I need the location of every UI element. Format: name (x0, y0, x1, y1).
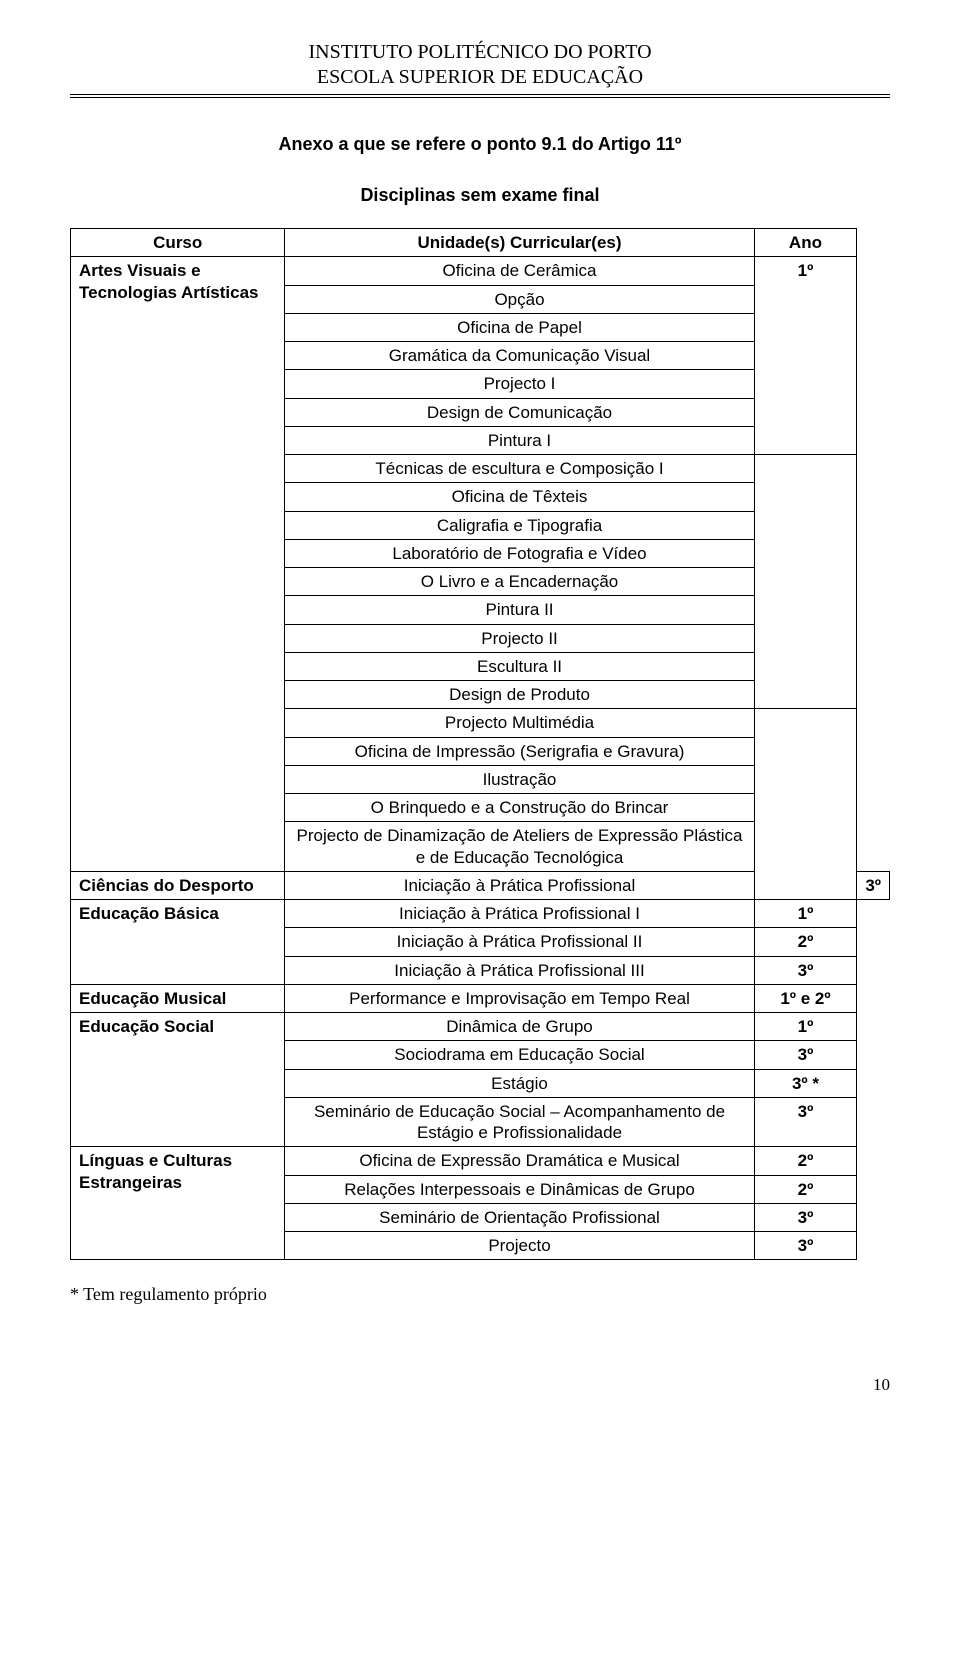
table-row: Línguas e Culturas EstrangeirasOficina d… (71, 1147, 890, 1175)
cell-uc: Projecto (285, 1232, 754, 1260)
header-rule (70, 94, 890, 95)
cell-uc: Laboratório de Fotografia e Vídeo (285, 539, 754, 567)
page-header: INSTITUTO POLITÉCNICO DO PORTO ESCOLA SU… (70, 40, 890, 90)
cell-ano (754, 455, 857, 709)
cell-uc: Performance e Improvisação em Tempo Real (285, 984, 754, 1012)
cell-curso: Línguas e Culturas Estrangeiras (71, 1147, 285, 1260)
subtitle: Disciplinas sem exame final (70, 185, 890, 206)
anexo-title: Anexo a que se refere o ponto 9.1 do Art… (70, 134, 890, 155)
cell-uc: Projecto de Dinamização de Ateliers de E… (285, 822, 754, 872)
header-line1: INSTITUTO POLITÉCNICO DO PORTO (70, 40, 890, 65)
cell-uc: Projecto II (285, 624, 754, 652)
th-ano: Ano (754, 229, 857, 257)
cell-uc: Design de Comunicação (285, 398, 754, 426)
cell-curso: Educação Social (71, 1013, 285, 1147)
footnote: * Tem regulamento próprio (70, 1284, 890, 1305)
cell-ano: 3º (754, 1097, 857, 1147)
cell-uc: Projecto Multimédia (285, 709, 754, 737)
cell-uc: O Livro e a Encadernação (285, 568, 754, 596)
cell-ano: 1º (754, 1013, 857, 1041)
cell-uc: Oficina de Têxteis (285, 483, 754, 511)
table-row: Artes Visuais e Tecnologias ArtísticasOf… (71, 257, 890, 285)
cell-ano (754, 709, 857, 900)
cell-uc: Oficina de Papel (285, 313, 754, 341)
th-curso: Curso (71, 229, 285, 257)
cell-uc: O Brinquedo e a Construção do Brincar (285, 794, 754, 822)
cell-uc: Sociodrama em Educação Social (285, 1041, 754, 1069)
cell-ano: 2º (754, 1175, 857, 1203)
header-rule (70, 97, 890, 98)
table-row: Educação SocialDinâmica de Grupo1º (71, 1013, 890, 1041)
cell-uc: Iniciação à Prática Profissional I (285, 900, 754, 928)
cell-uc: Escultura II (285, 652, 754, 680)
cell-uc: Design de Produto (285, 681, 754, 709)
th-uc: Unidade(s) Curricular(es) (285, 229, 754, 257)
cell-ano: 2º (754, 928, 857, 956)
cell-ano: 3º (857, 871, 890, 899)
cell-uc: Projecto I (285, 370, 754, 398)
cell-uc: Oficina de Cerâmica (285, 257, 754, 285)
cell-uc: Oficina de Impressão (Serigrafia e Gravu… (285, 737, 754, 765)
cell-uc: Técnicas de escultura e Composição I (285, 455, 754, 483)
cell-uc: Pintura II (285, 596, 754, 624)
cell-ano: 1º (754, 900, 857, 928)
cell-curso: Ciências do Desporto (71, 871, 285, 899)
cell-uc: Seminário de Educação Social – Acompanha… (285, 1097, 754, 1147)
cell-uc: Gramática da Comunicação Visual (285, 342, 754, 370)
disciplinas-table: CursoUnidade(s) Curricular(es)AnoArtes V… (70, 228, 890, 1260)
cell-uc: Pintura I (285, 426, 754, 454)
cell-ano: 3º * (754, 1069, 857, 1097)
cell-ano: 3º (754, 1041, 857, 1069)
cell-uc: Caligrafia e Tipografia (285, 511, 754, 539)
cell-ano: 3º (754, 956, 857, 984)
cell-uc: Oficina de Expressão Dramática e Musical (285, 1147, 754, 1175)
cell-ano: 1º e 2º (754, 984, 857, 1012)
cell-curso: Educação Musical (71, 984, 285, 1012)
cell-ano: 3º (754, 1203, 857, 1231)
cell-uc: Iniciação à Prática Profissional III (285, 956, 754, 984)
cell-ano: 2º (754, 1147, 857, 1175)
cell-uc: Iniciação à Prática Profissional II (285, 928, 754, 956)
cell-uc: Seminário de Orientação Profissional (285, 1203, 754, 1231)
cell-uc: Estágio (285, 1069, 754, 1097)
cell-uc: Relações Interpessoais e Dinâmicas de Gr… (285, 1175, 754, 1203)
cell-ano: 3º (754, 1232, 857, 1260)
cell-uc: Opção (285, 285, 754, 313)
cell-uc: Ilustração (285, 765, 754, 793)
page-number: 10 (70, 1375, 890, 1395)
cell-curso: Artes Visuais e Tecnologias Artísticas (71, 257, 285, 872)
table-row: Educação MusicalPerformance e Improvisaç… (71, 984, 890, 1012)
cell-uc: Iniciação à Prática Profissional (285, 871, 754, 899)
table-row: Educação BásicaIniciação à Prática Profi… (71, 900, 890, 928)
header-line2: ESCOLA SUPERIOR DE EDUCAÇÃO (70, 65, 890, 90)
cell-curso: Educação Básica (71, 900, 285, 985)
cell-uc: Dinâmica de Grupo (285, 1013, 754, 1041)
cell-ano: 1º (754, 257, 857, 455)
